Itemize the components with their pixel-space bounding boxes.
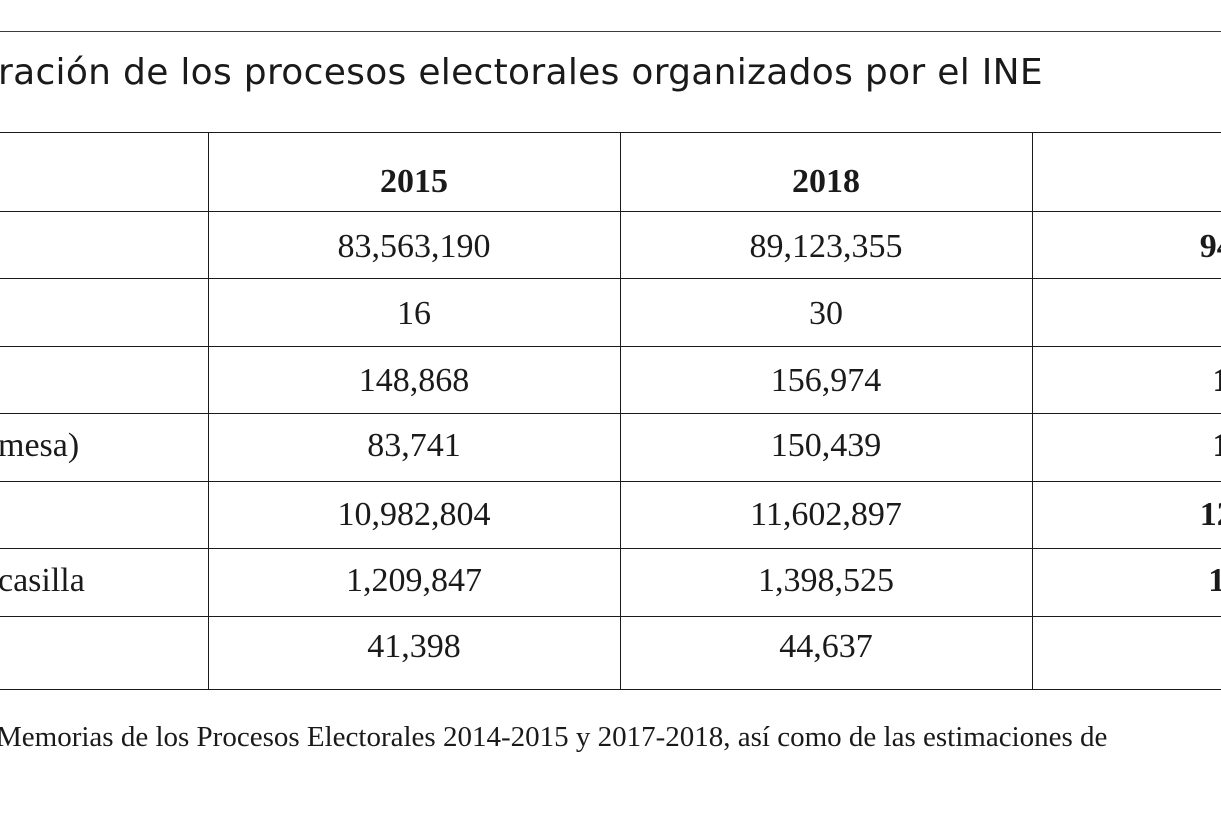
table-cell: 41,398 (367, 628, 461, 665)
table-cell: 16 (397, 295, 431, 332)
table-cell: 164 (1212, 362, 1221, 399)
row-label: casilla (0, 562, 85, 599)
table-cell: 1,398,525 (758, 562, 894, 599)
table-rule-top (0, 132, 1221, 133)
table-cell: 1,209,847 (346, 562, 482, 599)
table-cell: 89,123,355 (749, 228, 903, 265)
table-cell: 30 (809, 295, 843, 332)
table-cell: 148,868 (358, 362, 470, 399)
table-cell: 12,34 (1199, 496, 1221, 533)
table-cell: 44,637 (779, 628, 873, 665)
table-cell: 156,974 (770, 362, 882, 399)
table-cell: 10,982,804 (337, 496, 491, 533)
table-cell: 94,98 (1199, 228, 1221, 265)
table-cell: 83,741 (367, 427, 461, 464)
column-divider (1032, 132, 1033, 689)
table-rule (0, 616, 1221, 617)
table-rule (0, 548, 1221, 549)
table-rule-header (0, 211, 1221, 212)
table-cell: 11,602,897 (750, 496, 902, 533)
source-note: Memorias de los Procesos Electorales 201… (0, 721, 1108, 753)
table-cell: 164 (1212, 427, 1221, 464)
table-rule (0, 346, 1221, 347)
page-title: ración de los procesos electorales organ… (0, 52, 1043, 93)
table-cell: 150,439 (770, 427, 882, 464)
table-cell: 3 (1032, 294, 1221, 334)
top-rule (0, 31, 1221, 32)
column-header-third: 20 (1032, 162, 1221, 202)
table-cell: 83,563,190 (337, 228, 491, 265)
table-cell: 1,48 (1208, 562, 1221, 599)
table-rule (0, 278, 1221, 279)
table-cell: 48 (1032, 627, 1221, 667)
row-label: mesa) (0, 427, 80, 464)
column-header-2018: 2018 (792, 163, 860, 200)
column-divider (208, 132, 209, 689)
table-rule-bottom (0, 689, 1221, 690)
column-divider (620, 132, 621, 689)
table-rule (0, 481, 1221, 482)
table-rule (0, 413, 1221, 414)
column-header-2015: 2015 (380, 163, 448, 200)
